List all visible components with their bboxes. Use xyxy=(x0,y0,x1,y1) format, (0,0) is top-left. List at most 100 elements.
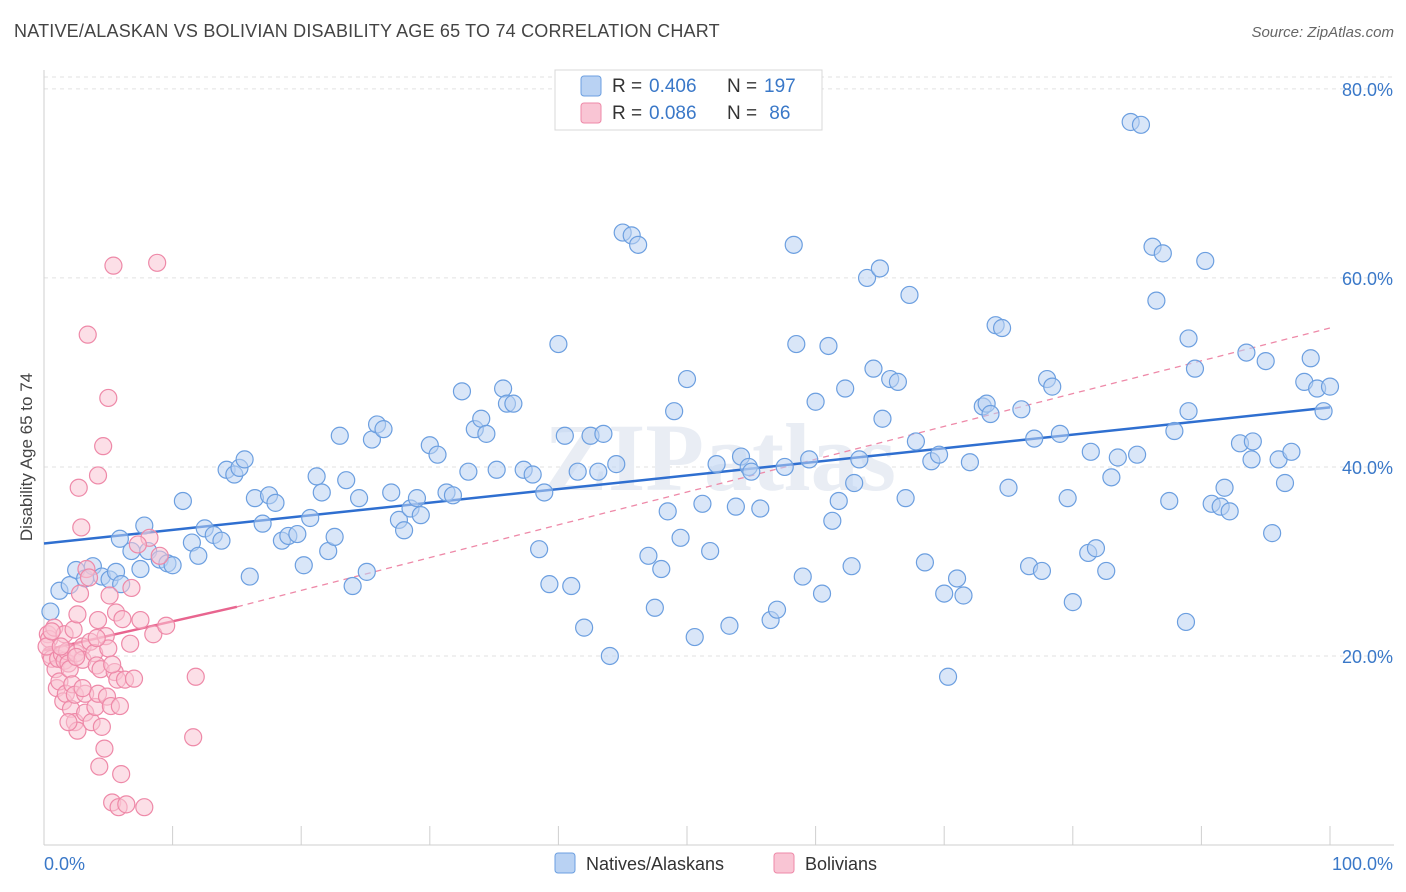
data-point xyxy=(1196,251,1215,271)
legend-n-label-native: N = xyxy=(727,76,762,97)
series-legend-label-bolivian: Bolivians xyxy=(805,854,877,874)
legend-r-value-bolivian: 0.086 xyxy=(649,103,697,124)
data-point xyxy=(78,325,97,344)
data-point xyxy=(693,494,712,513)
data-point xyxy=(382,483,401,502)
data-point xyxy=(720,616,739,635)
y-tick-label: 40.0% xyxy=(1342,458,1393,478)
data-point xyxy=(787,334,806,354)
data-point xyxy=(1147,291,1166,310)
data-point xyxy=(665,402,684,421)
data-point xyxy=(73,679,92,698)
data-point xyxy=(144,625,163,644)
data-point xyxy=(312,483,331,502)
data-point xyxy=(812,584,832,603)
data-point xyxy=(767,600,787,619)
data-point xyxy=(472,409,491,428)
data-point xyxy=(829,491,848,511)
data-point xyxy=(888,372,908,391)
data-point xyxy=(1242,450,1261,469)
data-point xyxy=(494,379,513,398)
data-point xyxy=(235,450,254,469)
data-point xyxy=(1081,442,1100,461)
data-point xyxy=(68,605,87,624)
legend-swatch-bolivian xyxy=(580,102,602,124)
data-point xyxy=(1127,445,1147,464)
data-point xyxy=(163,556,182,575)
data-point xyxy=(99,388,118,408)
data-point xyxy=(823,511,842,530)
data-point xyxy=(124,669,144,688)
data-point xyxy=(589,462,608,481)
data-point xyxy=(938,667,958,686)
data-point xyxy=(671,528,690,547)
data-point xyxy=(411,506,430,525)
data-point xyxy=(357,562,376,581)
data-point xyxy=(555,426,574,445)
data-point xyxy=(394,521,414,540)
data-point xyxy=(1012,400,1031,419)
data-point xyxy=(1176,612,1196,632)
data-point xyxy=(836,379,855,398)
data-point xyxy=(325,527,344,546)
data-point xyxy=(95,739,114,758)
data-point xyxy=(51,637,70,656)
data-point xyxy=(79,568,99,587)
data-point xyxy=(1097,561,1116,581)
data-point xyxy=(504,394,523,413)
data-point xyxy=(330,426,349,445)
data-point xyxy=(1256,351,1275,371)
data-point xyxy=(117,795,136,814)
bolivian-points xyxy=(37,253,205,817)
data-point xyxy=(184,728,203,747)
data-points xyxy=(37,112,1340,817)
data-point xyxy=(121,634,140,653)
data-point xyxy=(775,457,794,477)
data-point xyxy=(186,667,205,686)
data-point xyxy=(407,489,427,508)
data-point xyxy=(629,235,648,254)
data-point xyxy=(266,493,285,512)
data-point xyxy=(652,559,671,579)
data-point xyxy=(906,432,926,451)
data-point xyxy=(110,529,129,548)
legend-r-value-native: 0.406 xyxy=(649,76,697,97)
data-point xyxy=(294,556,313,575)
data-point xyxy=(935,584,954,603)
data-point xyxy=(793,567,812,586)
data-point xyxy=(1282,442,1301,461)
data-point xyxy=(594,424,613,443)
data-point xyxy=(530,540,549,559)
source-label: Source: ZipAtlas.com xyxy=(1251,24,1394,41)
data-point xyxy=(113,610,132,629)
data-point xyxy=(1301,349,1320,368)
data-point xyxy=(41,602,60,621)
data-point xyxy=(42,622,61,641)
data-point xyxy=(751,499,770,518)
data-point xyxy=(110,696,129,716)
data-point xyxy=(288,524,307,544)
legend-n-value-native: 197 xyxy=(764,76,796,97)
y-tick-label: 20.0% xyxy=(1342,647,1393,667)
data-point xyxy=(870,259,890,278)
data-point xyxy=(87,628,106,648)
data-point xyxy=(189,546,208,565)
data-point xyxy=(784,235,803,254)
x-ticks xyxy=(43,826,1331,845)
data-point xyxy=(1043,377,1062,396)
data-point xyxy=(1086,539,1106,558)
data-point xyxy=(452,382,472,401)
data-point xyxy=(90,757,109,776)
data-point xyxy=(873,409,892,428)
data-point xyxy=(253,514,272,533)
series-legend-swatch-native xyxy=(554,852,576,874)
data-point xyxy=(64,620,83,639)
data-point xyxy=(900,285,919,305)
data-point xyxy=(477,424,496,443)
data-point xyxy=(94,437,113,456)
data-point xyxy=(122,578,141,598)
data-point xyxy=(1032,561,1052,581)
data-point xyxy=(947,569,967,588)
data-point xyxy=(575,618,594,637)
data-point xyxy=(301,508,320,528)
